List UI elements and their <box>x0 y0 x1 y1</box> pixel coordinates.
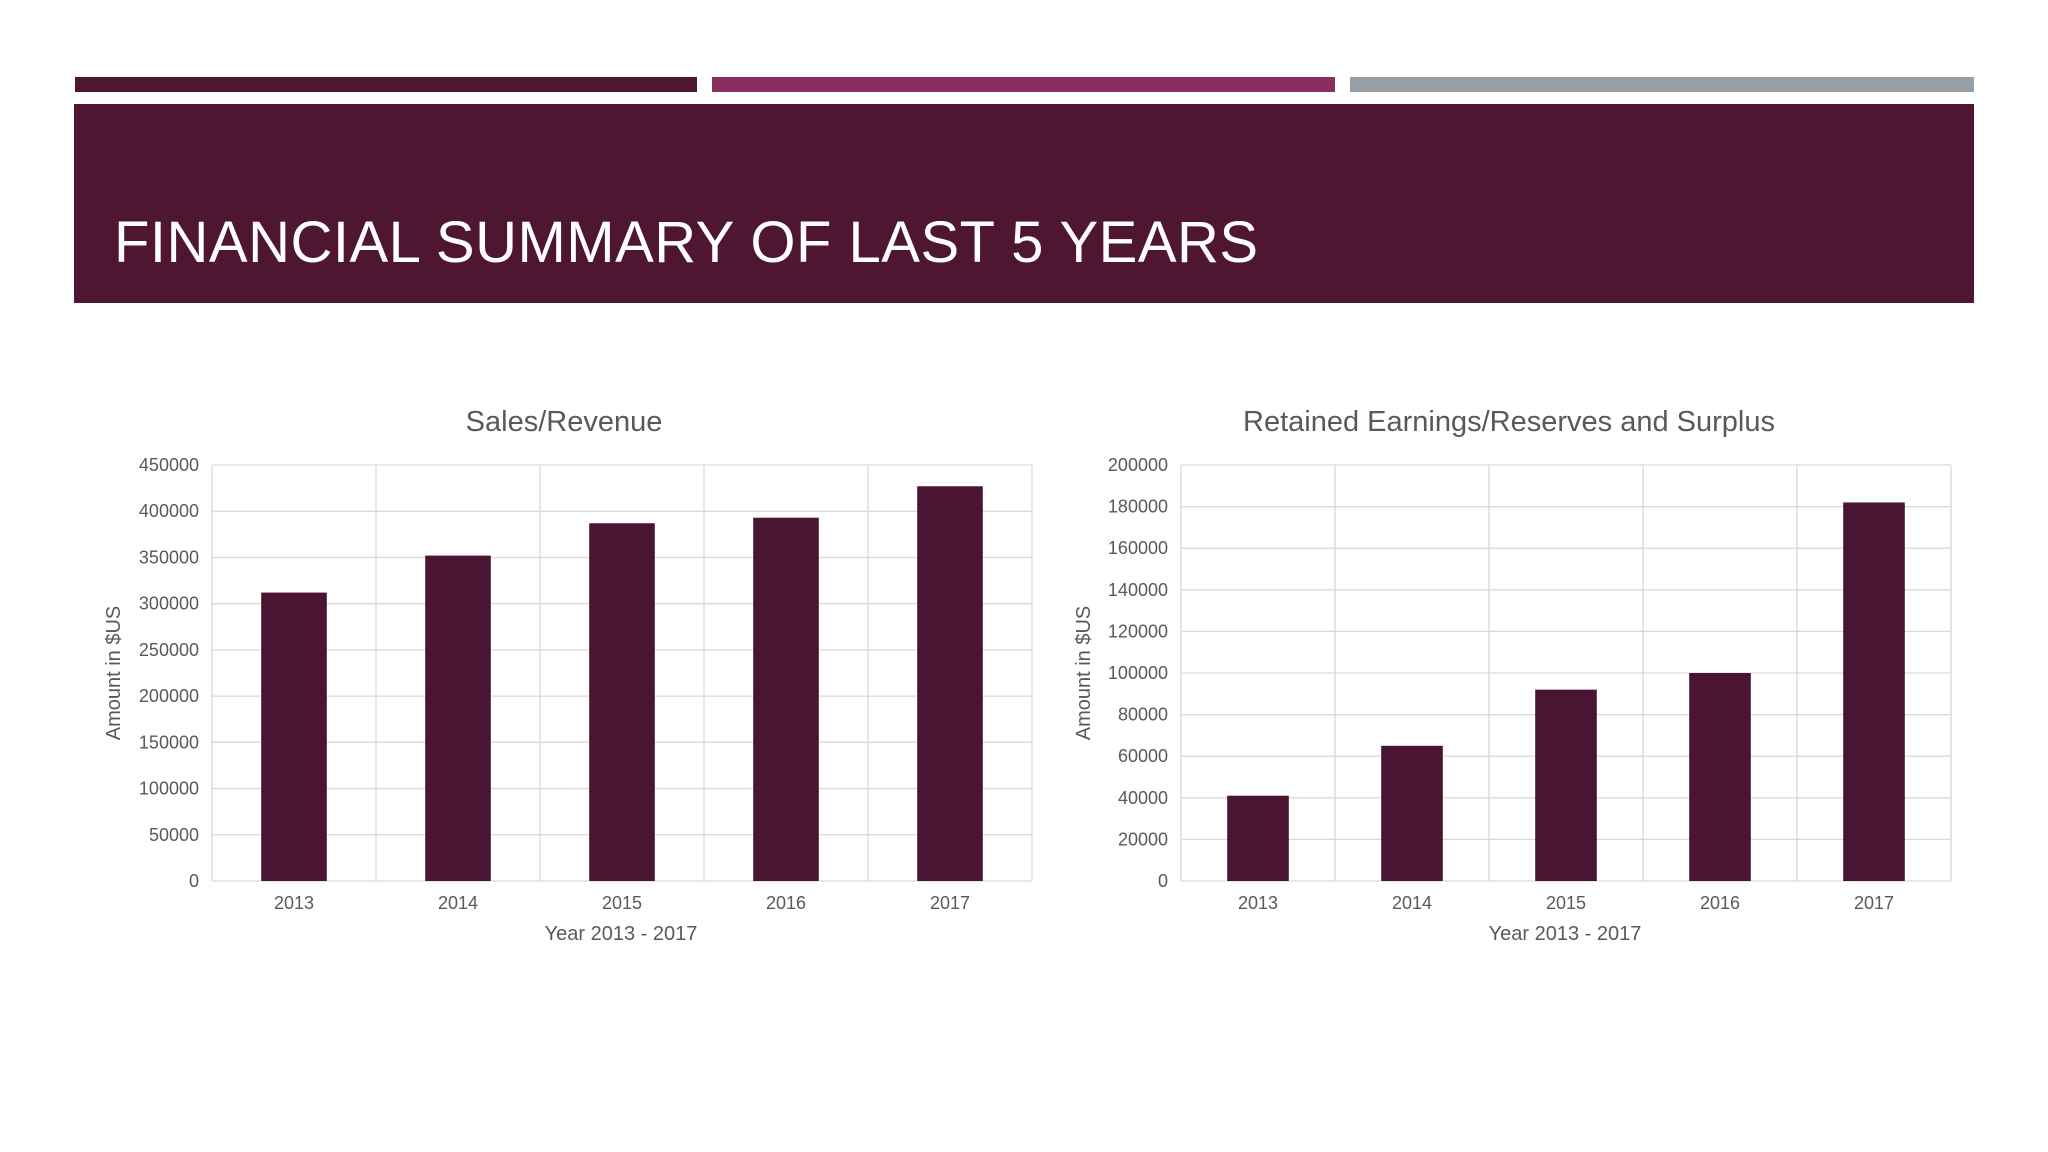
x-tick-label: 2017 <box>1854 893 1894 913</box>
bar-2015 <box>1535 689 1597 881</box>
y-tick-label: 20000 <box>1118 829 1168 849</box>
x-axis-title: Year 2013 - 2017 <box>1489 923 1642 945</box>
y-tick-label: 250000 <box>139 640 199 660</box>
y-axis-title: Amount in $US <box>1073 606 1095 741</box>
bar-2016 <box>1689 673 1751 881</box>
x-tick-label: 2015 <box>1546 893 1586 913</box>
y-tick-label: 0 <box>189 871 199 891</box>
chart-title: Retained Earnings/Reserves and Surplus <box>1243 406 1775 438</box>
x-tick-label: 2013 <box>1238 893 1278 913</box>
y-tick-label: 450000 <box>139 455 199 475</box>
y-tick-label: 350000 <box>139 547 199 567</box>
y-tick-label: 100000 <box>139 779 199 799</box>
accent-bar-gray <box>1350 77 1974 92</box>
bar-2017 <box>917 486 983 881</box>
y-tick-label: 160000 <box>1108 538 1168 558</box>
x-tick-label: 2016 <box>766 893 806 913</box>
x-tick-label: 2013 <box>274 893 314 913</box>
bar-2014 <box>1381 745 1443 881</box>
x-axis-title: Year 2013 - 2017 <box>545 923 698 945</box>
y-tick-label: 400000 <box>139 501 199 521</box>
x-tick-label: 2017 <box>930 893 970 913</box>
y-tick-label: 200000 <box>1108 455 1168 475</box>
bar-2015 <box>589 523 655 881</box>
y-tick-label: 140000 <box>1108 580 1168 600</box>
bar-2013 <box>1227 795 1289 881</box>
x-tick-label: 2015 <box>602 893 642 913</box>
y-tick-label: 300000 <box>139 594 199 614</box>
y-tick-label: 80000 <box>1118 705 1168 725</box>
y-tick-label: 150000 <box>139 732 199 752</box>
y-tick-label: 180000 <box>1108 497 1168 517</box>
chart-title: Sales/Revenue <box>466 406 663 438</box>
y-tick-label: 50000 <box>149 825 199 845</box>
x-tick-label: 2014 <box>438 893 478 913</box>
y-tick-label: 100000 <box>1108 663 1168 683</box>
title-banner: FINANCIAL SUMMARY OF LAST 5 YEARS <box>74 104 1974 303</box>
bar-2016 <box>753 517 819 881</box>
accent-bar-magenta <box>712 77 1335 92</box>
bar-2017 <box>1843 502 1905 881</box>
slide-title: FINANCIAL SUMMARY OF LAST 5 YEARS <box>114 210 1259 275</box>
sales-revenue-chart: Sales/Revenue Amount in $US Year 2013 - … <box>103 406 1033 945</box>
y-tick-label: 40000 <box>1118 788 1168 808</box>
x-tick-label: 2016 <box>1700 893 1740 913</box>
y-tick-label: 120000 <box>1108 621 1168 641</box>
bar-2014 <box>425 555 491 881</box>
x-tick-label: 2014 <box>1392 893 1432 913</box>
accent-bar-dark <box>75 77 697 92</box>
y-tick-label: 0 <box>1158 871 1168 891</box>
bar-2013 <box>261 592 327 881</box>
retained-earnings-chart: Retained Earnings/Reserves and Surplus A… <box>1073 406 1952 945</box>
y-tick-label: 60000 <box>1118 746 1168 766</box>
y-tick-label: 200000 <box>139 686 199 706</box>
y-axis-title: Amount in $US <box>103 606 125 741</box>
